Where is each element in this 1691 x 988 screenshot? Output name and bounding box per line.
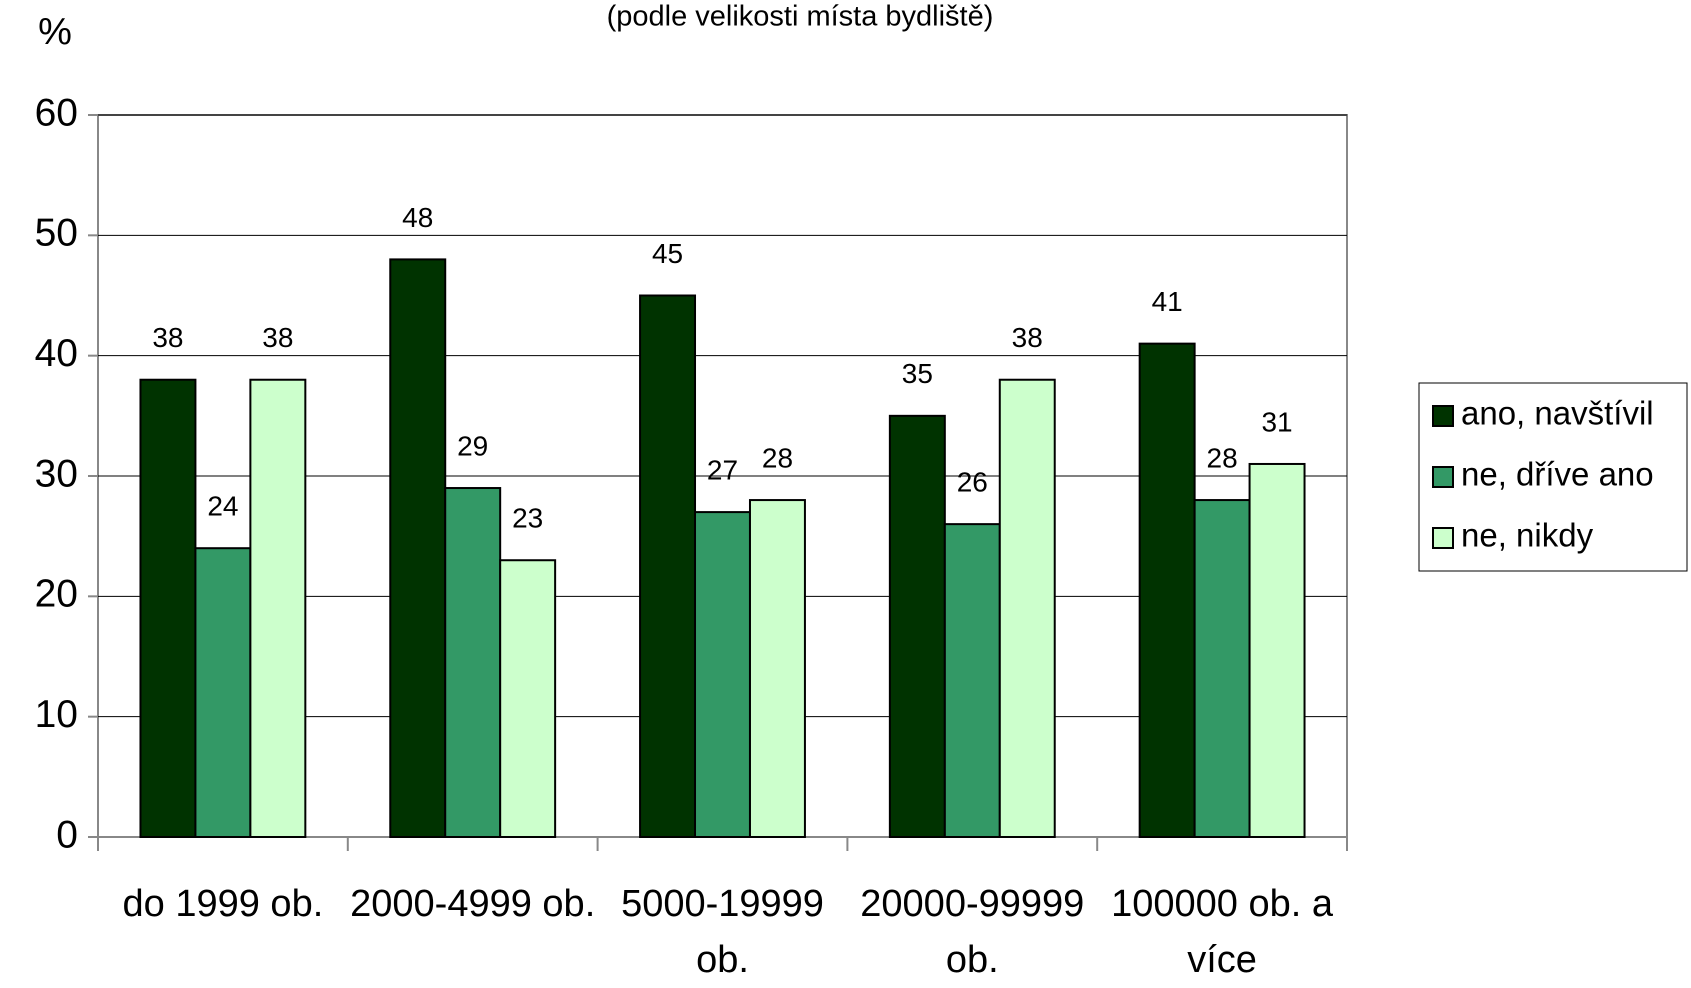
- bar: [943, 523, 1001, 839]
- legend-swatch: [1432, 527, 1454, 549]
- legend-label: ne, nikdy: [1461, 517, 1594, 554]
- x-tick-label: 5000-19999 ob.: [621, 883, 824, 981]
- bar: [998, 378, 1056, 838]
- data-label: 48: [402, 202, 433, 233]
- bar: [194, 547, 252, 838]
- legend-swatch: [1432, 466, 1454, 488]
- y-tick-label: 40: [35, 332, 78, 375]
- data-label: 23: [512, 503, 543, 534]
- y-tick-label: 20: [35, 573, 78, 616]
- legend-label: ne, dříve ano: [1461, 456, 1654, 493]
- bar: [249, 378, 307, 838]
- bar: [748, 499, 806, 838]
- data-label: 28: [762, 442, 793, 473]
- bar: [139, 378, 197, 838]
- x-tick-label: do 1999 ob.: [122, 883, 324, 925]
- bar: [694, 511, 751, 838]
- legend-label: ano, navštívil: [1461, 395, 1654, 432]
- data-label: 38: [152, 322, 183, 353]
- bar: [1248, 462, 1306, 838]
- data-label: 28: [1207, 442, 1238, 473]
- y-tick-label: 50: [35, 212, 78, 255]
- x-tick-label: 100000 ob. a více: [1111, 883, 1334, 981]
- data-label: 24: [207, 491, 238, 522]
- x-tick-label: 2000-4999 ob.: [350, 883, 596, 925]
- bar: [1138, 342, 1196, 838]
- y-tick-label: 0: [56, 813, 78, 856]
- data-label: 26: [957, 467, 988, 498]
- data-label: 41: [1152, 286, 1183, 317]
- bar: [389, 258, 447, 838]
- y-tick-label: 30: [35, 452, 78, 495]
- x-tick-label: 20000-99999 ob.: [860, 883, 1085, 981]
- chart-subtitle: (podle velikosti místa bydliště): [607, 1, 994, 33]
- y-tick-label: 10: [35, 693, 78, 736]
- data-label: 38: [1012, 322, 1043, 353]
- bar: [499, 559, 557, 838]
- data-label: 35: [902, 358, 933, 389]
- bar: [444, 487, 502, 838]
- data-label: 27: [707, 454, 738, 485]
- y-tick-label: 60: [35, 91, 78, 134]
- legend-swatch: [1432, 405, 1454, 427]
- data-label: 31: [1261, 406, 1292, 437]
- y-axis-label: %: [38, 11, 72, 53]
- legend-box: [1418, 382, 1688, 572]
- data-label: 29: [457, 430, 488, 461]
- bar: [1193, 499, 1251, 838]
- bar: [639, 294, 697, 838]
- data-label: 45: [652, 238, 683, 269]
- data-label: 38: [262, 322, 293, 353]
- bar: [888, 414, 946, 838]
